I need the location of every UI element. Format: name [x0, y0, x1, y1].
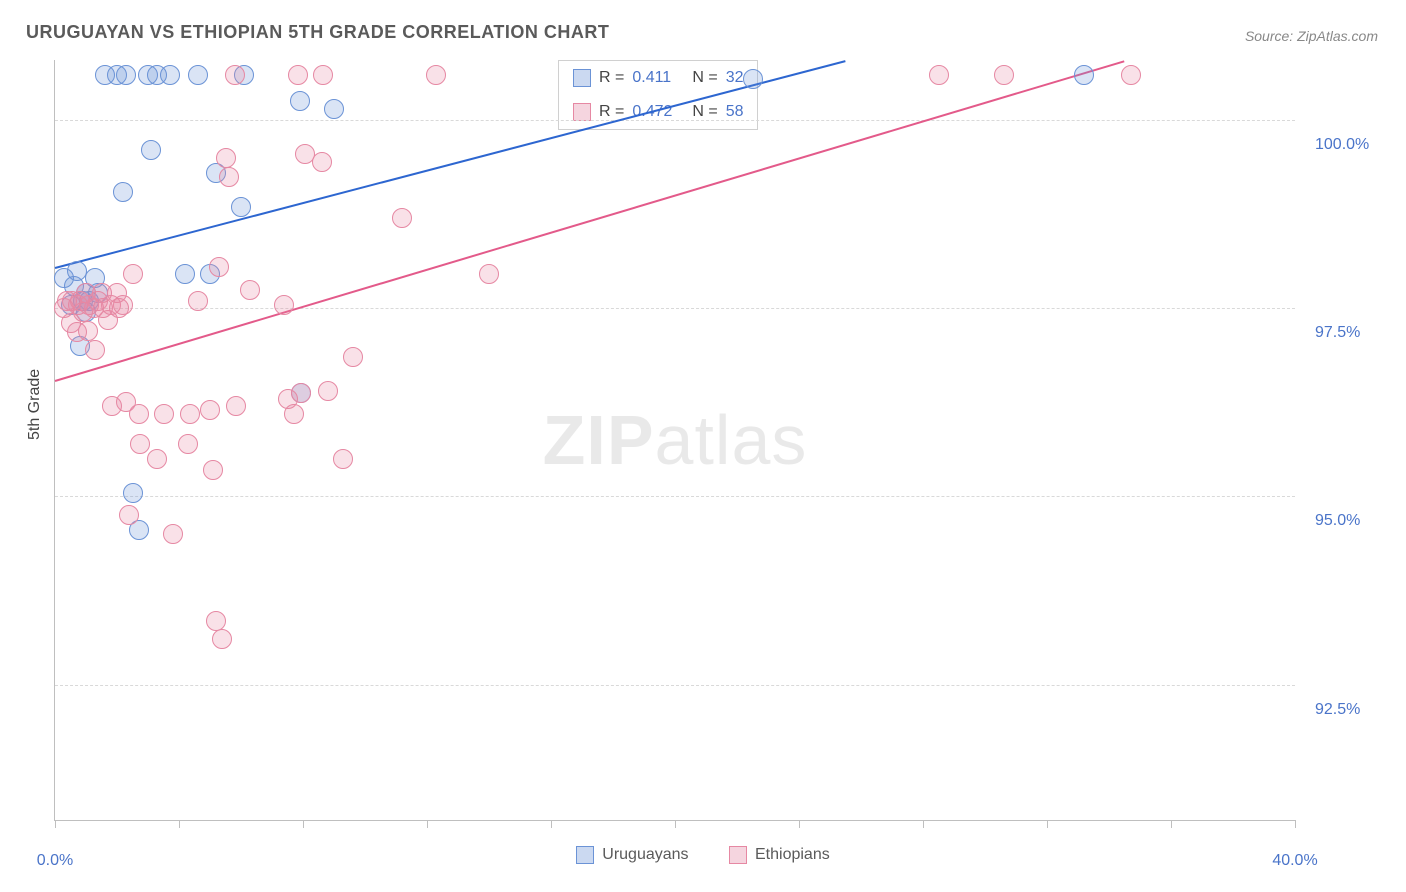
x-tick [55, 820, 56, 828]
legend-n-label: N = [692, 69, 717, 87]
data-point [226, 396, 246, 416]
data-point [113, 295, 133, 315]
data-point [333, 449, 353, 469]
data-point [324, 99, 344, 119]
data-point [130, 434, 150, 454]
data-point [291, 383, 311, 403]
legend-label: Ethiopians [755, 846, 830, 864]
data-point [200, 400, 220, 420]
y-tick-label: 100.0% [1315, 136, 1369, 154]
legend-n-value: 58 [726, 103, 744, 121]
legend-r-label: R = [599, 69, 624, 87]
x-tick [1295, 820, 1296, 828]
legend-n-value: 32 [726, 69, 744, 87]
data-point [225, 65, 245, 85]
data-point [392, 208, 412, 228]
data-point [175, 264, 195, 284]
data-point [160, 65, 180, 85]
data-point [212, 629, 232, 649]
data-point [219, 167, 239, 187]
gridline [55, 308, 1295, 309]
data-point [479, 264, 499, 284]
data-point [206, 611, 226, 631]
x-tick [1171, 820, 1172, 828]
data-point [426, 65, 446, 85]
x-tick [1047, 820, 1048, 828]
data-point [141, 140, 161, 160]
data-point [163, 524, 183, 544]
data-point [288, 65, 308, 85]
x-tick [799, 820, 800, 828]
chart-title: URUGUAYAN VS ETHIOPIAN 5TH GRADE CORRELA… [26, 22, 609, 43]
legend-bottom: Uruguayans Ethiopians [0, 846, 1406, 869]
data-point [188, 291, 208, 311]
x-tick [551, 820, 552, 828]
data-point [178, 434, 198, 454]
data-point [123, 483, 143, 503]
x-tick [303, 820, 304, 828]
y-tick-label: 95.0% [1315, 512, 1360, 530]
legend-label: Uruguayans [602, 846, 688, 864]
legend-r-value: 0.411 [632, 69, 684, 87]
data-point [129, 404, 149, 424]
data-point [180, 404, 200, 424]
data-point [116, 65, 136, 85]
legend-swatch-icon [729, 846, 747, 864]
data-point [994, 65, 1014, 85]
data-point [284, 404, 304, 424]
x-tick [923, 820, 924, 828]
data-point [312, 152, 332, 172]
x-tick [179, 820, 180, 828]
data-point [929, 65, 949, 85]
y-axis-label: 5th Grade [26, 369, 44, 440]
legend-item: Uruguayans [576, 846, 688, 864]
gridline [55, 496, 1295, 497]
data-point [1074, 65, 1094, 85]
data-point [203, 460, 223, 480]
data-point [147, 449, 167, 469]
data-point [743, 69, 763, 89]
gridline [55, 685, 1295, 686]
data-point [343, 347, 363, 367]
data-point [290, 91, 310, 111]
legend-stats-row: R = 0.472 N = 58 [559, 95, 757, 129]
scatter-plot: ZIPatlas R = 0.411 N = 32 R = 0.472 N = … [54, 60, 1295, 821]
data-point [216, 148, 236, 168]
data-point [1121, 65, 1141, 85]
data-point [231, 197, 251, 217]
y-tick-label: 92.5% [1315, 701, 1360, 719]
source-label: Source: ZipAtlas.com [1245, 28, 1378, 44]
legend-swatch-icon [573, 103, 591, 121]
data-point [209, 257, 229, 277]
data-point [113, 182, 133, 202]
legend-swatch-icon [573, 69, 591, 87]
x-tick [427, 820, 428, 828]
x-tick [675, 820, 676, 828]
data-point [318, 381, 338, 401]
data-point [123, 264, 143, 284]
legend-swatch-icon [576, 846, 594, 864]
watermark: ZIPatlas [543, 400, 808, 480]
legend-n-label: N = [692, 103, 717, 121]
data-point [154, 404, 174, 424]
y-tick-label: 97.5% [1315, 324, 1360, 342]
data-point [85, 340, 105, 360]
data-point [188, 65, 208, 85]
data-point [240, 280, 260, 300]
gridline [55, 120, 1295, 121]
data-point [67, 261, 87, 281]
trend-line [55, 60, 846, 269]
data-point [119, 505, 139, 525]
data-point [313, 65, 333, 85]
legend-item: Ethiopians [729, 846, 830, 864]
data-point [78, 321, 98, 341]
data-point [274, 295, 294, 315]
